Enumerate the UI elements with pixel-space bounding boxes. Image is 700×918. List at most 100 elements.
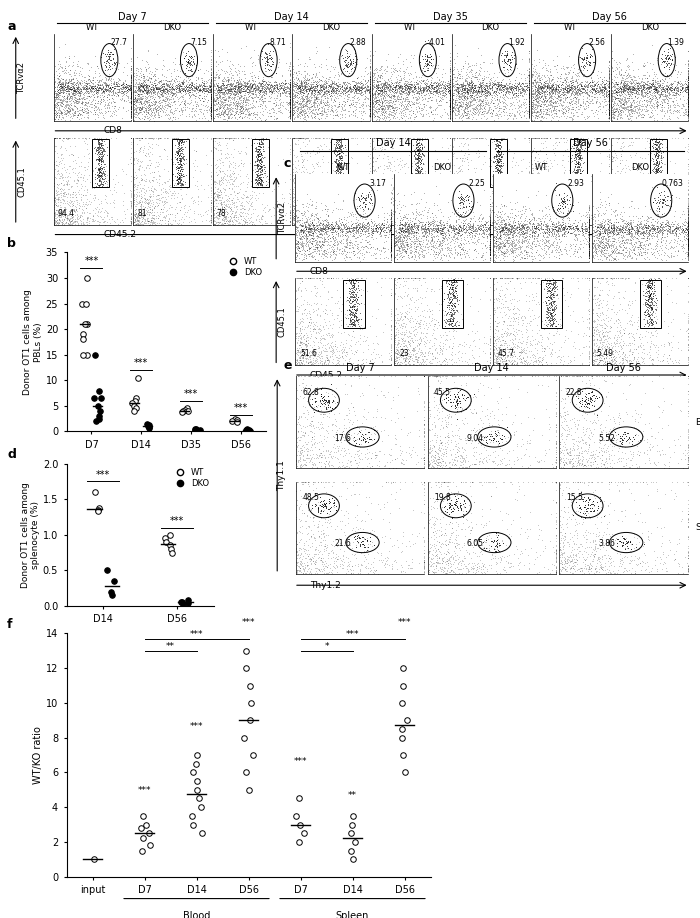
Point xyxy=(399,244,410,259)
Point xyxy=(300,330,312,345)
Point xyxy=(473,97,484,112)
Point xyxy=(508,369,519,384)
Point xyxy=(216,163,228,178)
Point xyxy=(461,336,472,351)
Point xyxy=(566,218,577,233)
Point xyxy=(315,106,326,120)
Point xyxy=(487,453,498,468)
Point xyxy=(442,555,454,570)
Point xyxy=(368,170,379,185)
Point xyxy=(355,88,366,103)
Point xyxy=(554,542,566,556)
Point xyxy=(500,307,512,321)
Point xyxy=(519,211,531,226)
Point xyxy=(554,200,566,215)
Point xyxy=(449,207,461,221)
Point xyxy=(447,309,458,324)
Point xyxy=(390,332,401,347)
Point xyxy=(73,174,84,188)
Point xyxy=(573,250,584,264)
Point xyxy=(237,106,248,120)
Point xyxy=(542,101,553,116)
Point xyxy=(598,320,610,335)
Point xyxy=(331,158,342,173)
Point xyxy=(470,216,481,230)
Point xyxy=(643,207,655,221)
Point xyxy=(133,161,144,175)
Point xyxy=(491,81,503,95)
Point xyxy=(560,189,571,204)
Point xyxy=(341,63,352,78)
Point xyxy=(439,475,450,489)
Point xyxy=(208,190,219,205)
Point xyxy=(562,420,573,434)
Point xyxy=(302,407,314,421)
Point xyxy=(220,203,232,218)
Point xyxy=(291,335,302,350)
Point xyxy=(312,475,323,489)
Point xyxy=(528,332,539,347)
Point xyxy=(524,54,535,69)
Point xyxy=(399,222,410,237)
Point xyxy=(313,448,324,463)
Point xyxy=(518,130,529,145)
Point xyxy=(186,75,197,90)
Point xyxy=(246,99,258,114)
Point xyxy=(584,242,595,257)
Point xyxy=(239,184,251,198)
Point xyxy=(424,218,435,233)
Point xyxy=(356,513,368,528)
Point xyxy=(475,222,486,237)
Point xyxy=(682,70,694,84)
Point xyxy=(211,106,223,121)
Point xyxy=(678,98,689,113)
Point xyxy=(214,93,225,107)
Point xyxy=(435,78,447,93)
Point xyxy=(315,81,326,95)
Point xyxy=(484,427,496,442)
Point xyxy=(333,99,344,114)
Point xyxy=(389,79,400,94)
Point xyxy=(92,133,104,148)
Point xyxy=(532,89,543,104)
Point xyxy=(524,174,535,188)
Point xyxy=(475,87,486,102)
Point xyxy=(393,175,404,190)
Point xyxy=(574,148,585,162)
Point xyxy=(383,98,394,113)
Point xyxy=(484,233,496,248)
Point xyxy=(503,275,514,290)
Point xyxy=(528,183,539,197)
Point xyxy=(671,81,682,95)
Point xyxy=(412,166,423,181)
Point xyxy=(486,106,498,120)
Point xyxy=(489,271,500,285)
Point xyxy=(386,350,397,364)
Point xyxy=(307,430,318,444)
Point xyxy=(483,557,494,572)
Point xyxy=(607,350,618,364)
Point xyxy=(484,209,496,224)
Point xyxy=(92,73,103,87)
Point xyxy=(358,532,370,546)
Point xyxy=(658,79,669,94)
Point xyxy=(175,173,186,187)
Point xyxy=(262,174,274,189)
Point xyxy=(351,52,363,67)
Point xyxy=(435,540,446,554)
Point xyxy=(559,67,570,82)
Point xyxy=(291,68,302,83)
Point xyxy=(479,226,490,241)
Point xyxy=(429,84,440,99)
Point xyxy=(666,81,677,95)
Point xyxy=(335,434,346,449)
Point xyxy=(178,50,190,65)
Point xyxy=(213,215,224,230)
Point xyxy=(349,276,360,291)
Point xyxy=(172,159,183,174)
Point xyxy=(618,212,629,227)
Point xyxy=(300,75,312,90)
Point xyxy=(144,173,155,187)
Point xyxy=(414,191,425,206)
Point xyxy=(649,218,660,232)
